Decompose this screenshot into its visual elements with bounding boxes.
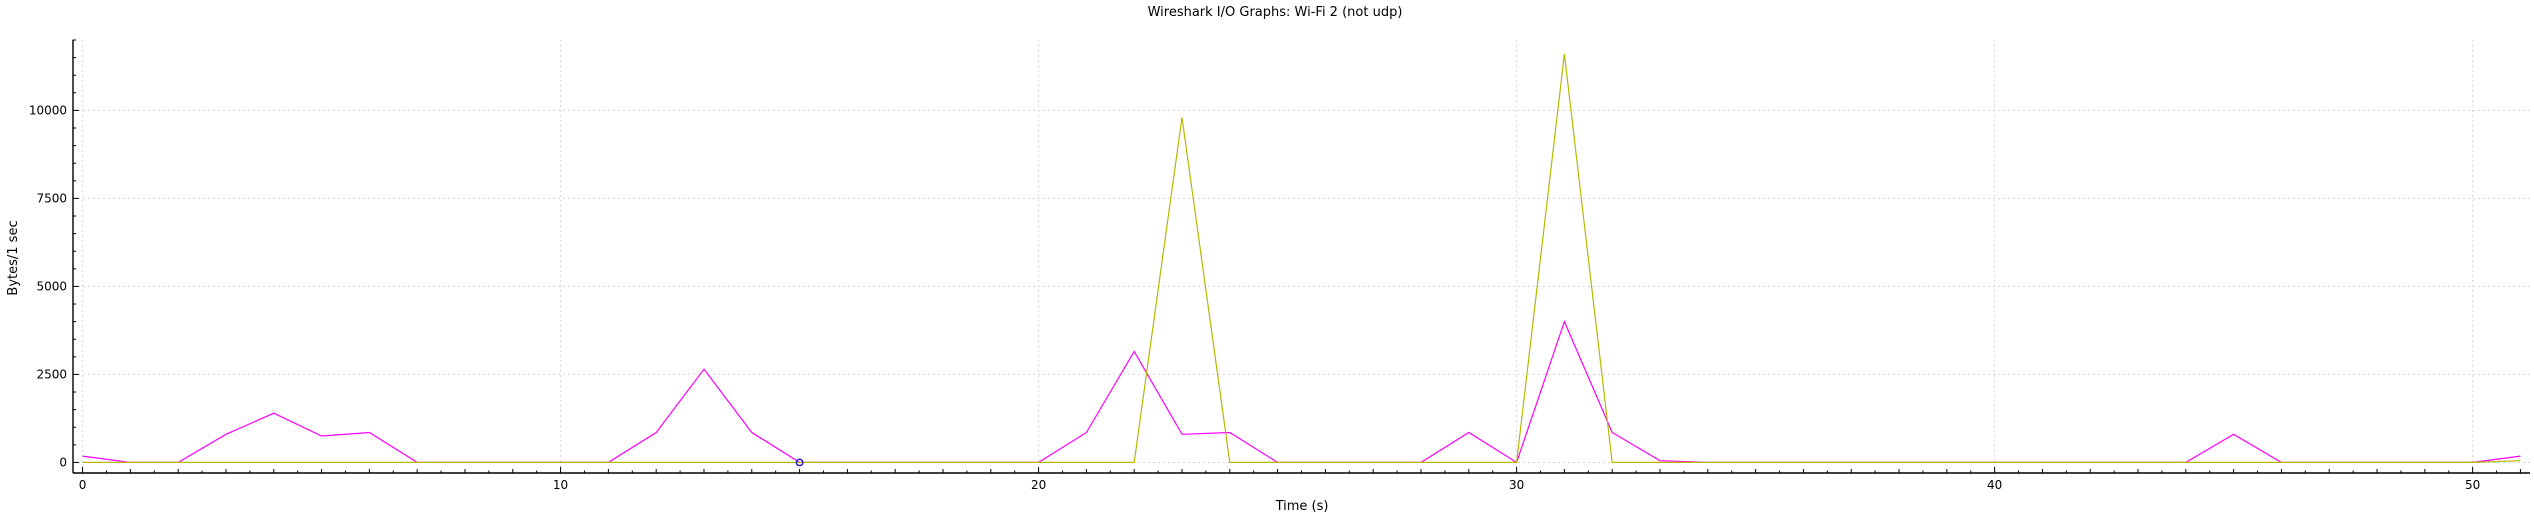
grid-lines bbox=[73, 40, 2530, 473]
x-tick-label: 20 bbox=[1031, 478, 1046, 492]
series-line-2 bbox=[82, 54, 2521, 463]
x-tick-label: 10 bbox=[553, 478, 568, 492]
chart-title: Wireshark I/O Graphs: Wi-Fi 2 (not udp) bbox=[1148, 5, 1403, 20]
series-lines bbox=[82, 54, 2521, 467]
x-tick-label: 30 bbox=[1509, 478, 1524, 492]
x-tick-label: 40 bbox=[1987, 478, 2002, 492]
y-tick-label: 5000 bbox=[36, 279, 67, 293]
tick-marks: 0 10 20 30 40 50 0 2500 5000 7500 10000 bbox=[29, 39, 2521, 492]
y-tick-label: 2500 bbox=[36, 367, 67, 381]
x-tick-label: 50 bbox=[2465, 478, 2480, 492]
series-line-1 bbox=[82, 319, 2521, 464]
x-axis-label: Time (s) bbox=[1275, 499, 1329, 514]
y-axis-label: Bytes/1 sec bbox=[6, 220, 21, 295]
axes bbox=[72, 40, 2530, 474]
y-tick-label: 0 bbox=[59, 455, 67, 469]
x-tick-label: 0 bbox=[79, 478, 87, 492]
selection-marker bbox=[795, 458, 804, 467]
y-tick-label: 10000 bbox=[29, 103, 67, 117]
y-tick-label: 7500 bbox=[36, 191, 67, 205]
